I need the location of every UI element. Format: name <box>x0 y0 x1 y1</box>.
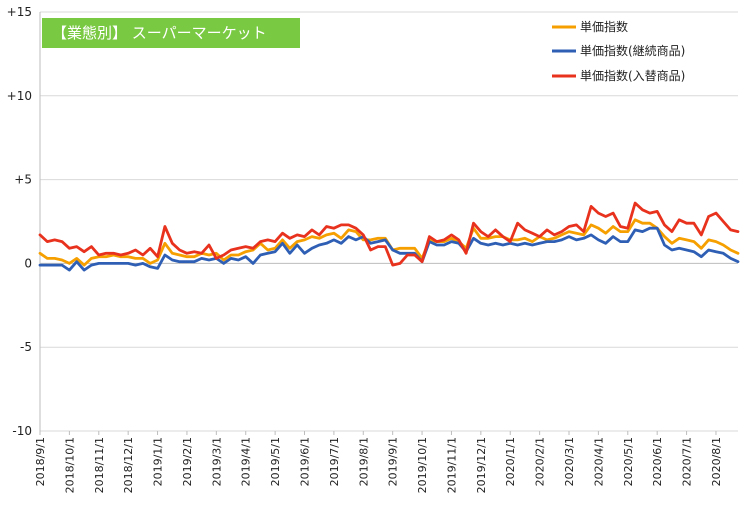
y-tick-label: +5 <box>14 173 32 187</box>
x-tick-label: 2019/9/1 <box>387 437 400 486</box>
x-tick-label: 2019/11/1 <box>445 437 458 493</box>
x-tick-label: 2020/8/1 <box>710 437 723 486</box>
x-tick-label: 2019/3/1 <box>210 437 223 486</box>
y-tick-label: +10 <box>7 89 32 103</box>
x-tick-label: 2019/2/1 <box>181 437 194 486</box>
legend-label-1: 単価指数 <box>580 19 628 34</box>
series-line-3 <box>38 201 740 267</box>
x-tick-label: 2020/3/1 <box>563 437 576 486</box>
x-tick-label: 2019/10/1 <box>416 437 429 493</box>
y-axis: +15 +10 +5 0 -5 -10 <box>7 5 32 438</box>
y-tick-label: +15 <box>7 5 32 19</box>
x-tick-label: 2018/9/1 <box>34 437 47 486</box>
x-tick-label: 2020/7/1 <box>681 437 694 486</box>
chart-title: 【業態別】 スーパーマーケット <box>42 18 300 48</box>
x-tick-label: 2018/12/1 <box>122 437 135 493</box>
x-tick-label: 2020/5/1 <box>622 437 635 486</box>
y-tick-label: 0 <box>24 256 32 270</box>
x-tick-label: 2020/2/1 <box>534 437 547 486</box>
series-group <box>38 201 740 272</box>
x-tick-label: 2019/6/1 <box>299 437 312 486</box>
x-tick-label: 2020/1/1 <box>504 437 517 486</box>
grid <box>39 11 738 432</box>
x-tick-label: 2019/8/1 <box>357 437 370 486</box>
x-tick-label: 2019/1/1 <box>152 437 165 486</box>
legend-label-2: 単価指数(継続商品) <box>580 43 685 58</box>
x-tick-label: 2020/4/1 <box>592 437 605 486</box>
x-axis: 2018/9/1 2018/10/1 2018/11/1 2018/12/1 2019/… <box>34 431 723 493</box>
x-tick-label: 2018/11/1 <box>93 437 106 493</box>
x-tick-label: 2019/4/1 <box>240 437 253 486</box>
legend-label-3: 単価指数(入替商品) <box>580 68 685 83</box>
y-tick-label: -10 <box>12 424 32 438</box>
x-tick-label: 2019/7/1 <box>328 437 341 486</box>
x-tick-label: 2019/5/1 <box>269 437 282 486</box>
x-tick-label: 2019/12/1 <box>475 437 488 493</box>
x-tick-label: 2020/6/1 <box>651 437 664 486</box>
x-tick-label: 2018/10/1 <box>63 437 76 493</box>
y-tick-label: -5 <box>20 340 32 354</box>
series-line-2 <box>38 226 740 272</box>
